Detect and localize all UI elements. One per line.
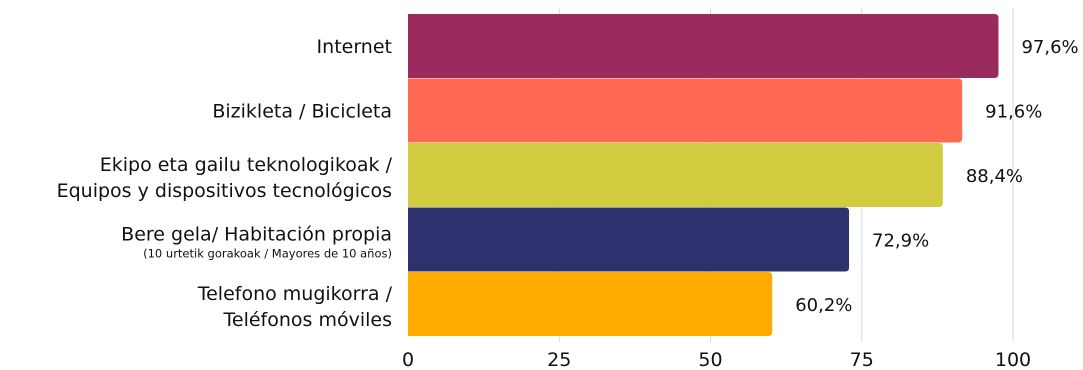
bars xyxy=(408,14,999,336)
x-tick-label-75: 75 xyxy=(850,349,874,370)
value-label-1: 91,6% xyxy=(985,102,1042,123)
category-sublabel-3: (10 urtetik gorakoak / Mayores de 10 año… xyxy=(143,247,392,261)
x-tick-label-0: 0 xyxy=(402,349,414,370)
category-label-1: Bizikleta / Bicicleta xyxy=(212,101,392,123)
category-label-4-line-1: Teléfonos móviles xyxy=(223,309,392,331)
category-label-0: Internet xyxy=(317,36,392,58)
value-labels: 97,6% 91,6% 88,4% 72,9% 60,2% xyxy=(795,37,1078,316)
x-tick-label-50: 50 xyxy=(698,349,722,370)
x-tick-label-100: 100 xyxy=(995,349,1031,370)
category-label-4-line-0: Telefono mugikorra / xyxy=(197,283,393,305)
category-label-2-line-1: Equipos y dispositivos tecnológicos xyxy=(57,180,392,202)
bar-2 xyxy=(408,143,943,207)
category-label-2-line-0: Ekipo eta gailu teknologikoak / xyxy=(100,154,393,176)
bar-4 xyxy=(408,272,773,336)
bar-3 xyxy=(408,207,850,272)
value-label-3: 72,9% xyxy=(872,231,929,252)
value-label-4: 60,2% xyxy=(795,295,852,316)
bar-0 xyxy=(408,14,999,78)
value-label-0: 97,6% xyxy=(1021,37,1078,58)
category-label-3: Bere gela/ Habitación propia xyxy=(121,224,392,246)
x-tick-label-25: 25 xyxy=(547,349,571,370)
value-label-2: 88,4% xyxy=(966,166,1023,187)
category-labels: Internet Bizikleta / Bicicleta Ekipo eta g… xyxy=(57,36,393,331)
bar-1 xyxy=(408,78,963,143)
x-axis-ticks: 0 25 50 75 100 xyxy=(402,349,1031,370)
